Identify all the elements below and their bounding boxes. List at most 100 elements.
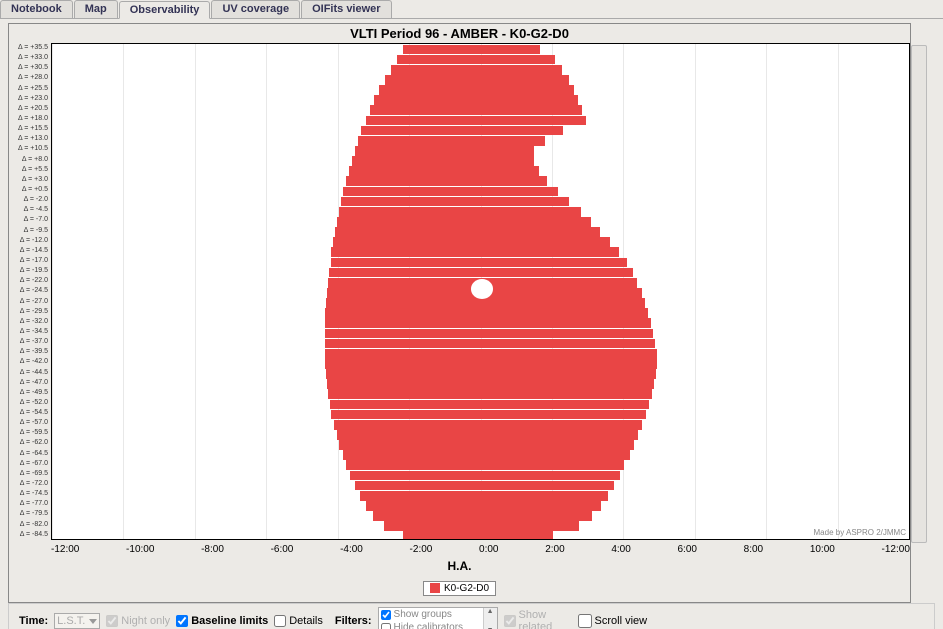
y-axis-labels: Δ = +35.5Δ = +33.0Δ = +30.5Δ = +28.0Δ = … <box>9 43 51 540</box>
grid-line-v <box>52 44 53 539</box>
tab-bar: NotebookMapObservabilityUV coverageOIFit… <box>0 0 943 19</box>
tab-uv-coverage[interactable]: UV coverage <box>211 0 300 18</box>
y-tick-label: Δ = +20.5 <box>9 104 48 114</box>
observability-bar <box>379 85 574 95</box>
observability-bar <box>326 298 645 308</box>
y-tick-label: Δ = -59.5 <box>9 428 48 438</box>
y-tick-label: Δ = -49.5 <box>9 388 48 398</box>
time-selector[interactable]: L.S.T. <box>54 613 100 629</box>
y-tick-label: Δ = -44.5 <box>9 368 48 378</box>
observability-bar <box>329 268 633 278</box>
show-related-checkbox[interactable]: Show related <box>504 609 560 629</box>
observability-bar <box>331 410 646 420</box>
observability-bar <box>360 491 609 501</box>
y-tick-label: Δ = -62.0 <box>9 438 48 448</box>
scroll-view-checkbox[interactable]: Scroll view <box>578 614 648 628</box>
y-tick-label: Δ = +10.5 <box>9 144 48 154</box>
y-tick-label: Δ = -32.0 <box>9 317 48 327</box>
y-tick-label: Δ = -42.0 <box>9 357 48 367</box>
observability-bar <box>325 349 658 359</box>
y-tick-label: Δ = +33.0 <box>9 53 48 63</box>
observability-bar <box>366 501 602 511</box>
y-tick-label: Δ = -2.0 <box>9 195 48 205</box>
y-tick-label: Δ = -82.0 <box>9 520 48 530</box>
y-tick-label: Δ = -17.0 <box>9 256 48 266</box>
observability-bar <box>397 55 556 65</box>
grid-line-v <box>123 44 124 539</box>
observability-bar <box>325 359 657 369</box>
observability-bar <box>334 420 643 430</box>
y-tick-label: Δ = -22.0 <box>9 276 48 286</box>
observability-bar <box>341 197 569 207</box>
x-tick-label: -8:00 <box>201 544 224 555</box>
x-tick-label: -6:00 <box>271 544 294 555</box>
legend-swatch <box>430 583 440 593</box>
y-tick-label: Δ = +3.0 <box>9 175 48 185</box>
y-tick-label: Δ = -74.5 <box>9 489 48 499</box>
observability-bar <box>366 116 586 126</box>
y-tick-label: Δ = +30.5 <box>9 63 48 73</box>
filters-list[interactable]: Show groups Hide calibrators ▲▼ <box>378 607 498 629</box>
observability-bar <box>391 65 562 75</box>
y-tick-label: Δ = +23.0 <box>9 94 48 104</box>
observability-bar <box>331 258 628 268</box>
y-tick-label: Δ = -69.5 <box>9 469 48 479</box>
tab-map[interactable]: Map <box>74 0 118 18</box>
observability-bar <box>361 126 562 136</box>
observability-bar <box>403 45 540 55</box>
x-axis-label: H.A. <box>9 557 910 579</box>
x-tick-label: -12:00 <box>51 544 79 555</box>
y-tick-label: Δ = -29.5 <box>9 307 48 317</box>
x-axis-ticks: -12:00-10:00-8:00-6:00-4:00-2:000:002:00… <box>51 540 910 557</box>
y-tick-label: Δ = +0.5 <box>9 185 48 195</box>
observability-bar <box>355 481 615 491</box>
grid-line-v <box>266 44 267 539</box>
scroll-up-icon[interactable]: ▲ <box>484 608 497 615</box>
y-tick-label: Δ = +13.0 <box>9 134 48 144</box>
details-checkbox[interactable]: Details <box>274 615 323 627</box>
x-tick-label: 4:00 <box>611 544 630 555</box>
tab-oifits-viewer[interactable]: OIFits viewer <box>301 0 391 18</box>
credit-text: Made by ASPRO 2/JMMC <box>814 528 906 537</box>
x-tick-label: -4:00 <box>340 544 363 555</box>
time-label: Time: <box>19 615 48 627</box>
observability-bar <box>374 95 578 105</box>
tab-notebook[interactable]: Notebook <box>0 0 73 18</box>
x-tick-label: 2:00 <box>545 544 564 555</box>
y-tick-label: Δ = -12.0 <box>9 236 48 246</box>
observability-bar <box>328 389 652 399</box>
y-tick-label: Δ = -47.0 <box>9 378 48 388</box>
observability-bar <box>325 329 653 339</box>
grid-line-v <box>695 44 696 539</box>
y-tick-label: Δ = -7.0 <box>9 215 48 225</box>
observability-bar <box>350 471 620 481</box>
y-tick-label: Δ = +25.5 <box>9 84 48 94</box>
y-tick-label: Δ = -34.5 <box>9 327 48 337</box>
legend-item: K0-G2-D0 <box>423 581 496 596</box>
y-tick-label: Δ = -9.5 <box>9 226 48 236</box>
y-tick-label: Δ = +35.5 <box>9 43 48 53</box>
baseline-limits-checkbox[interactable]: Baseline limits <box>176 615 268 627</box>
tab-observability[interactable]: Observability <box>119 1 211 19</box>
y-tick-label: Δ = +5.5 <box>9 165 48 175</box>
vertical-scrollbar[interactable] <box>911 45 927 543</box>
x-tick-label: -10:00 <box>126 544 154 555</box>
hide-calibrators-option[interactable]: Hide calibrators <box>381 622 483 629</box>
observability-bar <box>346 460 625 470</box>
grid-line-v <box>909 44 910 539</box>
filters-list-scrollbar[interactable]: ▲▼ <box>483 608 497 629</box>
y-tick-label: Δ = -64.5 <box>9 449 48 459</box>
show-groups-option[interactable]: Show groups <box>381 609 483 620</box>
observability-bar <box>333 237 610 247</box>
legend-label: K0-G2-D0 <box>444 583 489 594</box>
observability-bar <box>331 247 619 257</box>
observability-bar <box>337 217 592 227</box>
plot: Made by ASPRO 2/JMMC <box>51 43 910 540</box>
observability-bar <box>325 339 656 349</box>
y-tick-label: Δ = -19.5 <box>9 266 48 276</box>
observability-bar <box>370 105 583 115</box>
observability-bar <box>373 511 592 521</box>
observability-bar <box>325 308 647 318</box>
observability-bar <box>355 146 535 156</box>
night-only-checkbox[interactable]: Night only <box>106 615 170 627</box>
